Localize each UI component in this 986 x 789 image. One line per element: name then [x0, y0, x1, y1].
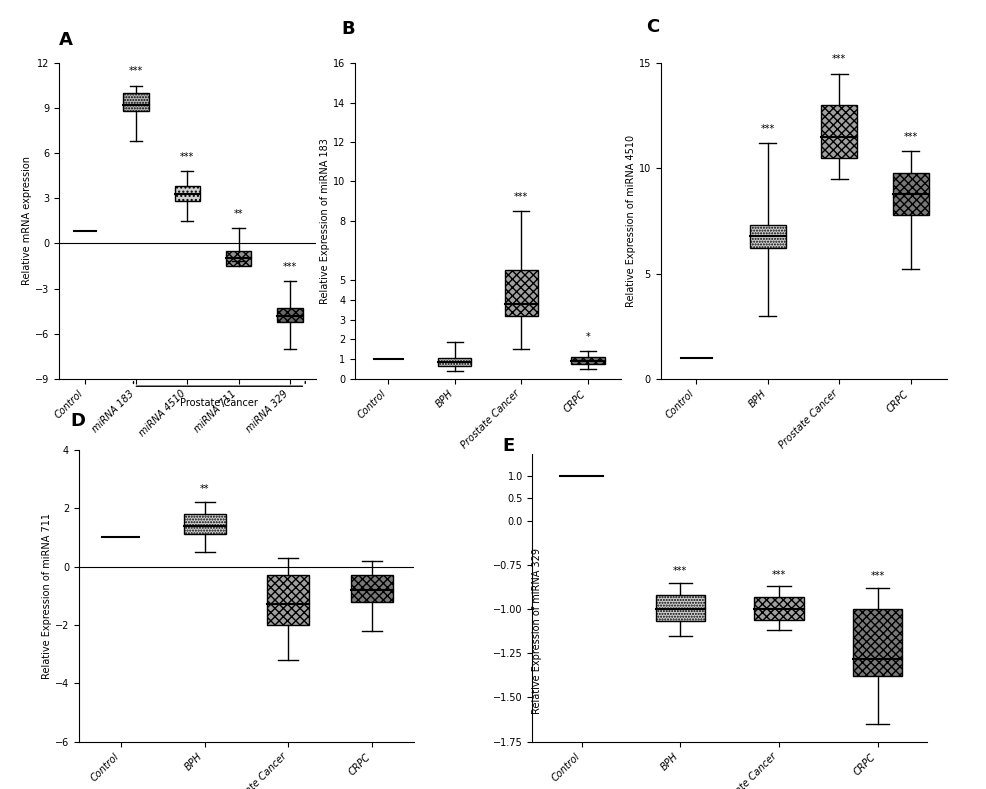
Text: **: **: [200, 484, 209, 494]
Text: B: B: [341, 20, 355, 38]
Text: Relative Expression of miRNA 329: Relative Expression of miRNA 329: [532, 548, 542, 714]
FancyBboxPatch shape: [226, 251, 251, 266]
FancyBboxPatch shape: [656, 595, 705, 622]
FancyBboxPatch shape: [571, 357, 604, 364]
FancyBboxPatch shape: [893, 173, 929, 215]
Text: ***: ***: [515, 192, 528, 202]
FancyBboxPatch shape: [750, 225, 786, 249]
Text: C: C: [647, 17, 660, 36]
FancyBboxPatch shape: [351, 575, 393, 601]
Text: ***: ***: [129, 66, 143, 77]
FancyBboxPatch shape: [183, 514, 226, 534]
Y-axis label: Relative Expression of miRNA 183: Relative Expression of miRNA 183: [320, 138, 330, 304]
Text: Prostate Cancer: Prostate Cancer: [180, 398, 258, 408]
Text: E: E: [503, 437, 515, 455]
Text: ***: ***: [871, 571, 884, 581]
FancyBboxPatch shape: [505, 270, 538, 316]
Text: ***: ***: [761, 124, 775, 133]
Y-axis label: Relative Expression of miRNA 711: Relative Expression of miRNA 711: [42, 513, 52, 679]
FancyBboxPatch shape: [123, 93, 149, 111]
FancyBboxPatch shape: [267, 575, 310, 625]
FancyBboxPatch shape: [754, 596, 804, 619]
FancyBboxPatch shape: [277, 308, 303, 322]
Text: D: D: [71, 413, 86, 430]
Text: ***: ***: [772, 570, 786, 579]
FancyBboxPatch shape: [438, 358, 471, 366]
FancyBboxPatch shape: [175, 186, 200, 201]
Text: *: *: [586, 331, 591, 342]
Y-axis label: Relative mRNA expression: Relative mRNA expression: [23, 156, 33, 286]
Text: ***: ***: [832, 54, 846, 64]
Text: ***: ***: [180, 151, 194, 162]
Text: ***: ***: [673, 566, 687, 576]
FancyBboxPatch shape: [821, 105, 857, 158]
FancyBboxPatch shape: [853, 609, 902, 676]
Text: ***: ***: [904, 132, 918, 142]
Text: A: A: [59, 31, 73, 49]
Text: **: **: [234, 209, 244, 219]
Y-axis label: Relative Expression of miRNA 4510: Relative Expression of miRNA 4510: [626, 135, 636, 307]
Text: ***: ***: [283, 262, 297, 271]
